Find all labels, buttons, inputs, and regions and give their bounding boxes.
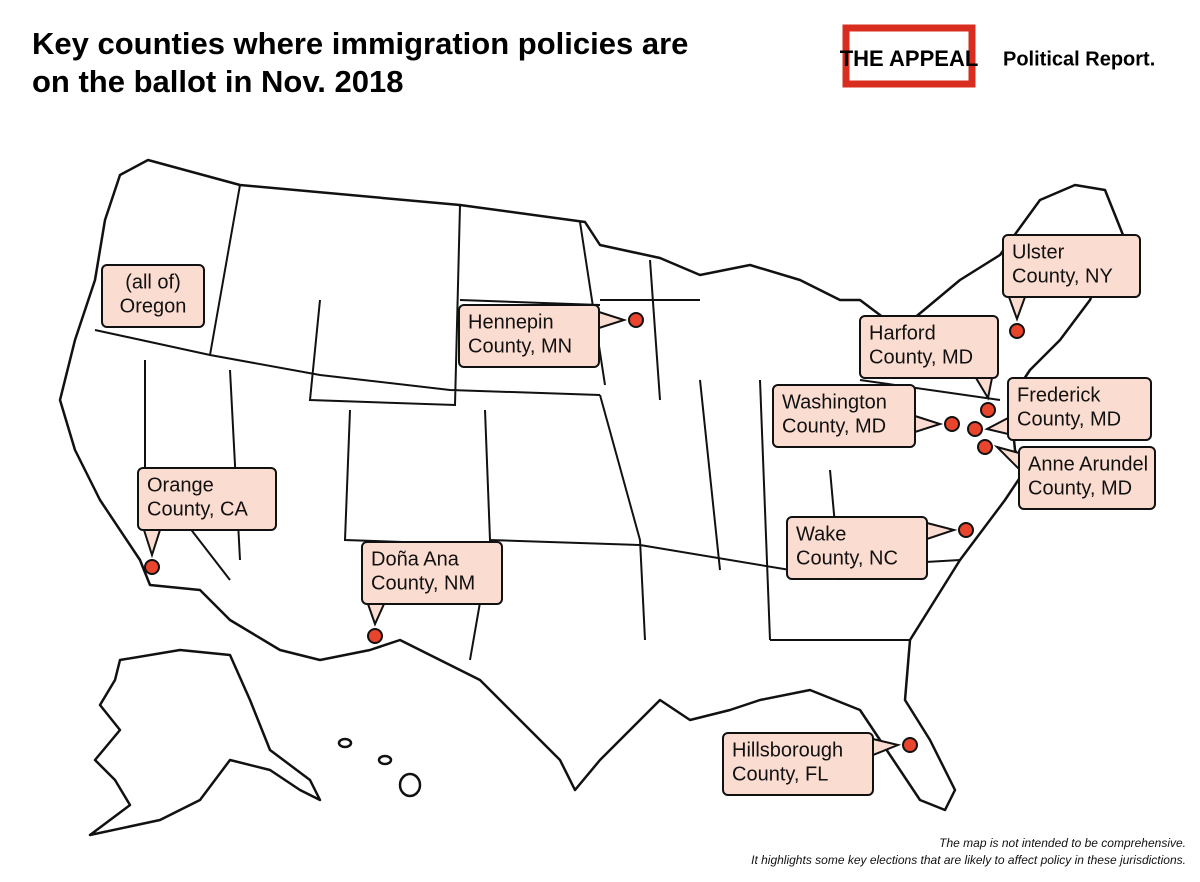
callout-label: County, NC xyxy=(796,547,898,569)
location-dot xyxy=(980,402,996,418)
callout-box xyxy=(361,541,503,605)
callout-label: Ulster xyxy=(1012,241,1065,263)
us-map xyxy=(58,158,1127,837)
callout-label: County, MD xyxy=(782,415,886,437)
callout-label: County, MD xyxy=(1017,408,1121,430)
logo-brand: THE APPEAL xyxy=(840,46,979,71)
location-dot xyxy=(628,312,644,328)
footnote: It highlights some key elections that ar… xyxy=(751,853,1186,867)
callout-label: County, MD xyxy=(1028,477,1132,499)
callout-label: County, FL xyxy=(732,763,828,785)
callout-box xyxy=(137,467,277,531)
logo-frame xyxy=(842,24,976,88)
footnote: The map is not intended to be comprehens… xyxy=(939,836,1186,850)
callout-box xyxy=(1007,377,1152,441)
callout-box xyxy=(722,732,874,796)
callout-box xyxy=(859,315,999,379)
callout-label: Hillsborough xyxy=(732,739,843,761)
callout-box xyxy=(1002,234,1141,298)
callout-box xyxy=(772,384,916,448)
logo-section: Political Report. xyxy=(1003,48,1155,70)
hawaii xyxy=(398,772,422,798)
hawaii xyxy=(377,754,393,766)
callout-label: Orange xyxy=(147,474,214,496)
callout-label: Hennepin xyxy=(468,311,554,333)
callout-label: Doña Ana xyxy=(371,548,460,570)
callout-label: Harford xyxy=(869,322,936,344)
title-line: on the ballot in Nov. 2018 xyxy=(32,64,404,99)
alaska xyxy=(88,648,322,837)
location-dot xyxy=(902,737,918,753)
callout-label: County, NM xyxy=(371,572,475,594)
location-dot xyxy=(967,421,983,437)
callout-label: Washington xyxy=(782,391,887,413)
callout-label: County, CA xyxy=(147,498,248,520)
callout-label: Oregon xyxy=(120,295,187,317)
callout-label: Wake xyxy=(796,523,846,545)
location-dot xyxy=(958,522,974,538)
title-line: Key counties where immigration policies … xyxy=(32,26,688,61)
location-dot xyxy=(144,559,160,575)
callout-label: County, NY xyxy=(1012,265,1113,287)
callout-box xyxy=(458,304,600,368)
callout-box xyxy=(1018,446,1156,510)
callout-label: (all of) xyxy=(125,271,181,293)
location-dot xyxy=(1009,323,1025,339)
location-dot xyxy=(944,416,960,432)
hawaii xyxy=(337,737,353,749)
callout-label: Frederick xyxy=(1017,384,1101,406)
callout-box xyxy=(101,264,205,328)
callout-label: County, MN xyxy=(468,335,572,357)
callout-box xyxy=(786,516,928,580)
location-dot xyxy=(977,439,993,455)
logo: THE APPEAL Political Report. xyxy=(840,24,1155,88)
callout-label: Anne Arundel xyxy=(1028,453,1148,475)
callout-label: County, MD xyxy=(869,346,973,368)
location-dot xyxy=(367,628,383,644)
